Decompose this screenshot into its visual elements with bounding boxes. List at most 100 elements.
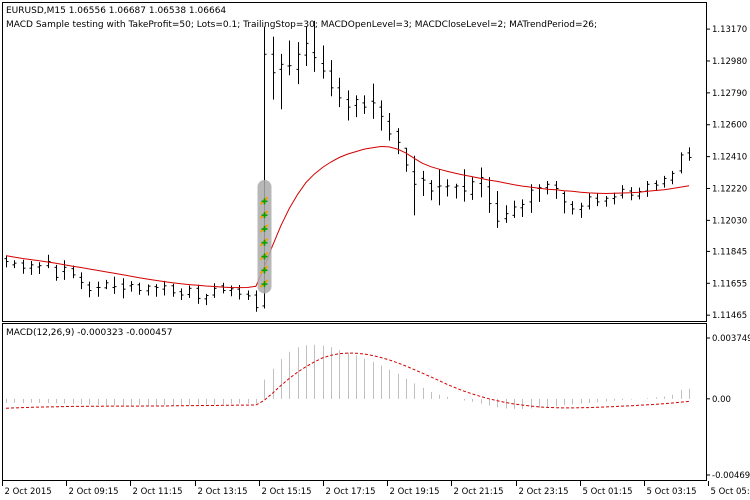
price-tick-label: 1.12410: [712, 153, 747, 163]
price-bar: [512, 200, 517, 218]
price-bar: [662, 175, 667, 188]
price-bar: [121, 278, 126, 299]
price-bar: [337, 77, 342, 108]
price-bar: [4, 255, 9, 268]
price-bar: [629, 187, 634, 201]
price-bar: [79, 272, 84, 290]
time-tick-label: 2 Oct 23:15: [519, 487, 569, 497]
price-bar: [495, 191, 500, 228]
price-tick-label: 1.11845: [712, 247, 747, 257]
time-tick-label: 5 Oct 05:15: [711, 487, 750, 497]
symbol-info-label: EURUSD,M15 1.06556 1.06687 1.06538 1.066…: [6, 6, 226, 16]
price-bar: [579, 202, 584, 218]
price-bar: [54, 264, 59, 281]
price-series: [4, 20, 692, 312]
buy-marker-icon: [259, 210, 269, 219]
time-tick-label: 2 Oct 21:15: [454, 487, 504, 497]
buy-marker-icon: [259, 265, 269, 275]
price-bar: [504, 205, 509, 223]
price-bar: [612, 192, 617, 205]
price-bar: [12, 260, 17, 269]
price-bar: [470, 177, 475, 200]
price-bar: [429, 180, 434, 201]
moving-average-line: [5, 145, 690, 289]
price-bar: [171, 283, 176, 297]
price-bar: [604, 196, 609, 207]
price-bar: [212, 283, 217, 298]
price-bar: [21, 259, 26, 274]
price-bar: [304, 26, 309, 67]
price-bar: [46, 254, 51, 269]
buy-marker-icon: [259, 279, 269, 288]
price-bar: [254, 290, 259, 312]
price-bar: [387, 112, 392, 141]
price-bar: [421, 170, 426, 197]
time-axis: 2 Oct 2015 2 Oct 09:15 2 Oct 11:15 2 Oct 13…: [2, 481, 750, 497]
time-tick-label: 2 Oct 09:15: [69, 487, 119, 497]
price-bar: [529, 184, 534, 213]
price-tick-label: 1.13170: [712, 25, 747, 35]
price-bar: [87, 281, 92, 298]
price-bar: [437, 169, 442, 206]
price-bar: [187, 285, 192, 298]
buy-marker-icon: [259, 238, 269, 247]
price-bar: [545, 180, 550, 195]
price-bar: [462, 169, 467, 202]
price-bar: [287, 40, 292, 76]
price-bar: [71, 265, 76, 279]
price-bar: [329, 60, 334, 97]
time-tick-label: 2 Oct 2015: [5, 487, 52, 497]
price-bar: [321, 45, 326, 79]
price-bar: [371, 83, 376, 119]
price-bar: [146, 284, 151, 296]
price-bar: [246, 290, 251, 301]
price-bar: [654, 180, 659, 192]
price-bar: [587, 193, 592, 210]
price-bar: [679, 152, 684, 174]
price-tick-label: 1.12030: [712, 216, 747, 226]
price-bar: [279, 53, 284, 110]
price-tick-label: 1.12980: [712, 57, 747, 67]
price-bar: [62, 260, 67, 280]
price-tick-label: 1.11465: [712, 311, 747, 321]
price-bar: [670, 170, 675, 185]
price-bar: [29, 260, 34, 275]
macd-signal-series: [5, 352, 690, 409]
macd-histogram-series: [6, 344, 690, 410]
time-tick-label: 2 Oct 15:15: [262, 487, 312, 497]
macd-tick-label: 0.003749: [712, 334, 750, 344]
price-bar: [562, 191, 567, 214]
macd-panel-frame: [2, 323, 707, 481]
price-bar: [570, 201, 575, 215]
price-axis: 1.13170 1.12980 1.12790 1.12600 1.12410 1.122…: [706, 25, 747, 321]
price-bar: [129, 281, 134, 292]
price-bar: [354, 95, 359, 118]
price-bar: [620, 185, 625, 199]
price-bar: [154, 284, 159, 297]
time-tick-label: 5 Oct 01:15: [583, 487, 633, 497]
time-tick-label: 5 Oct 03:15: [647, 487, 697, 497]
price-bar: [112, 276, 117, 294]
price-bar: [445, 179, 450, 197]
buy-marker-icon: [259, 251, 269, 261]
price-bar: [179, 288, 184, 301]
buy-marker-icon: [259, 196, 269, 206]
main-panel-frame: [2, 2, 707, 322]
price-bar: [196, 284, 201, 304]
price-bar: [454, 183, 459, 199]
expert-advisor-label: MACD Sample testing with TakeProfit=50; …: [6, 20, 597, 30]
macd-title-label: MACD(12,26,9) -0.000323 -0.000457: [6, 328, 172, 338]
price-tick-label: 1.12790: [712, 89, 747, 99]
price-tick-label: 1.12220: [712, 184, 747, 194]
macd-signal-line: [5, 352, 690, 409]
time-tick-label: 2 Oct 13:15: [198, 487, 248, 497]
price-bar: [595, 193, 600, 207]
price-bar: [412, 155, 417, 216]
price-bar: [520, 199, 525, 218]
price-bar: [487, 177, 492, 213]
price-tick-label: 1.12600: [712, 121, 747, 131]
price-bar: [162, 280, 167, 296]
price-bar: [312, 20, 317, 72]
